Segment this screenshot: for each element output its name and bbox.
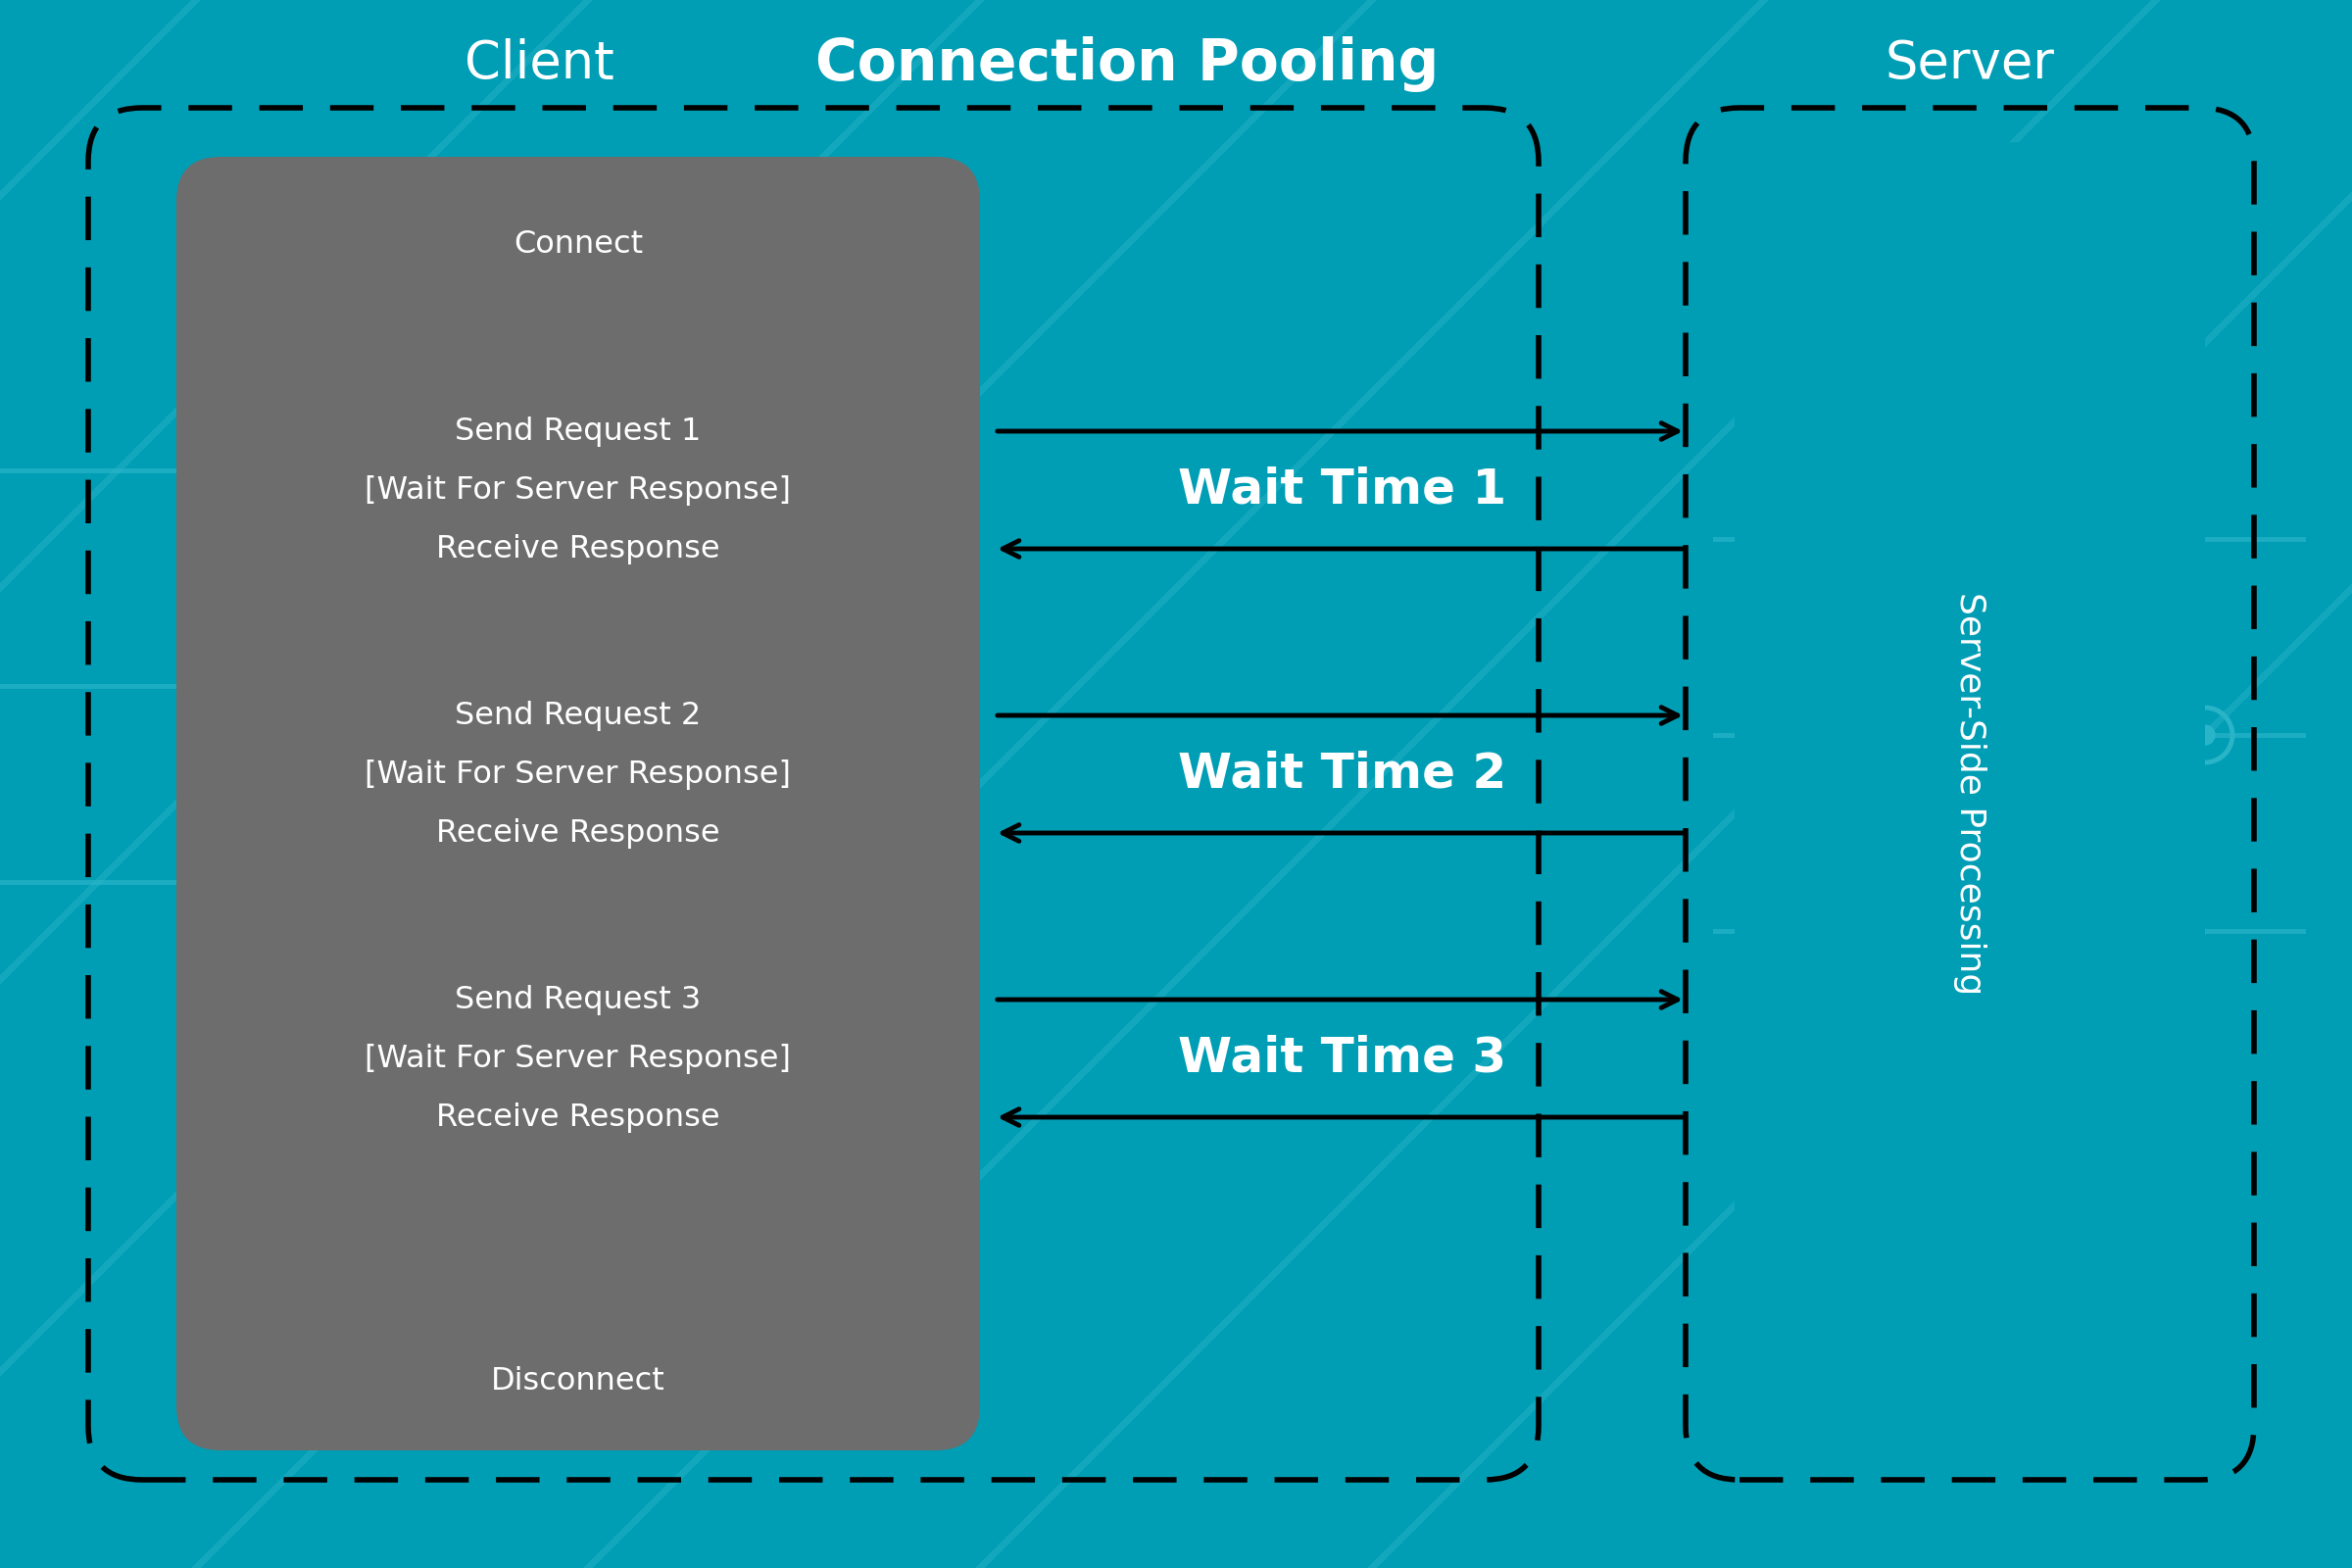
Text: Wait Time 1: Wait Time 1 bbox=[1178, 467, 1508, 514]
Text: Receive Response: Receive Response bbox=[435, 533, 720, 564]
Circle shape bbox=[2194, 724, 2216, 745]
Text: Server: Server bbox=[1884, 38, 2056, 89]
Text: Send Request 2: Send Request 2 bbox=[454, 701, 701, 731]
Text: Send Request 3: Send Request 3 bbox=[454, 985, 701, 1014]
Text: [Wait For Server Response]: [Wait For Server Response] bbox=[365, 475, 790, 505]
Text: [Wait For Server Response]: [Wait For Server Response] bbox=[365, 759, 790, 789]
Text: Disconnect: Disconnect bbox=[492, 1367, 666, 1397]
Text: Wait Time 2: Wait Time 2 bbox=[1178, 751, 1508, 798]
Text: Wait Time 3: Wait Time 3 bbox=[1178, 1035, 1508, 1082]
Circle shape bbox=[2166, 920, 2185, 941]
Text: Receive Response: Receive Response bbox=[435, 1102, 720, 1132]
Text: Send Request 1: Send Request 1 bbox=[454, 416, 701, 447]
Text: Receive Response: Receive Response bbox=[435, 818, 720, 848]
Text: [Wait For Server Response]: [Wait For Server Response] bbox=[365, 1043, 790, 1074]
Text: Server-Side Processing: Server-Side Processing bbox=[1952, 593, 1987, 996]
Text: Connect: Connect bbox=[513, 230, 642, 260]
FancyBboxPatch shape bbox=[1736, 143, 2206, 1446]
Text: Connection Pooling: Connection Pooling bbox=[816, 36, 1439, 91]
FancyBboxPatch shape bbox=[176, 157, 981, 1450]
Text: Client: Client bbox=[463, 38, 614, 89]
Circle shape bbox=[2147, 530, 2166, 549]
